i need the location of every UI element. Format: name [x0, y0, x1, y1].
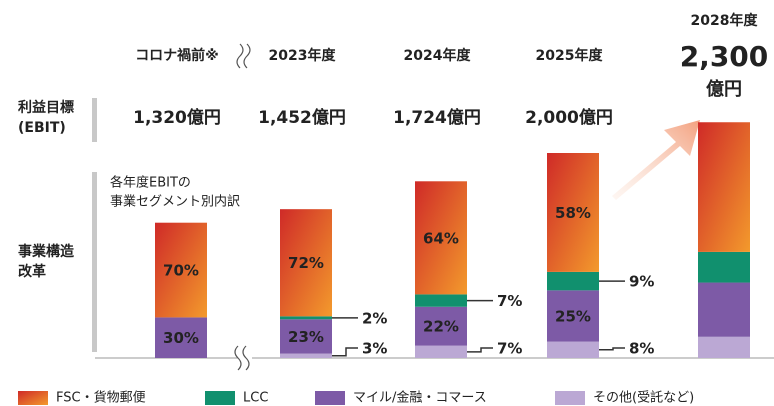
- category-label: 2025年度: [536, 47, 604, 64]
- bar-segment: [155, 317, 207, 358]
- target-year: 2028年度: [691, 12, 759, 29]
- legend-label: LCC: [243, 391, 268, 406]
- target-ebit: 2,300: [680, 40, 769, 73]
- row-divider: [92, 98, 97, 142]
- segment-label: 2%: [362, 309, 387, 327]
- row-label: 改革: [18, 263, 46, 280]
- bar-segment: [547, 290, 599, 342]
- legend-label: FSC・貨物郵便: [56, 390, 146, 406]
- segment-label: 22%: [423, 318, 459, 336]
- bar-segment: [547, 271, 599, 291]
- segment-label: 30%: [163, 329, 199, 347]
- bar-segment: [415, 181, 467, 295]
- bar-segment: [155, 222, 207, 318]
- segment-label: 72%: [288, 254, 324, 272]
- ebit-label: 1,724億円: [393, 107, 481, 128]
- row-label: (EBIT): [18, 120, 66, 136]
- bar-segment: [698, 122, 750, 252]
- row-divider: [92, 172, 97, 352]
- legend-swatch: [315, 391, 345, 405]
- segment-label: 23%: [288, 328, 324, 346]
- bar-segment: [547, 341, 599, 358]
- bar-segment: [415, 345, 467, 358]
- segment-label: 7%: [497, 340, 522, 358]
- legend-label: マイル/金融・コマース: [353, 390, 487, 406]
- leader-line: [332, 347, 358, 357]
- legend-swatch: [18, 391, 48, 405]
- break-mark: [236, 43, 251, 69]
- bar-segment: [280, 319, 332, 354]
- bar-segment: [415, 294, 467, 307]
- bar-segment: [280, 316, 332, 320]
- segment-label: 25%: [555, 307, 591, 325]
- segment-label: 8%: [629, 340, 654, 358]
- ebit-label: 1,452億円: [258, 107, 346, 128]
- bar-segment: [698, 251, 750, 283]
- note: 各年度EBITの: [110, 175, 191, 191]
- category-label: コロナ禍前※: [135, 47, 219, 64]
- legend-label: その他(受託など): [593, 390, 694, 406]
- growth-arrow: [612, 120, 700, 200]
- bar-segment: [280, 353, 332, 358]
- category-label: 2023年度: [269, 47, 337, 64]
- segment-label: 64%: [423, 229, 459, 247]
- segment-label: 70%: [163, 262, 199, 280]
- bar-segment: [698, 336, 750, 358]
- legend-swatch: [205, 391, 235, 405]
- note: 事業セグメント別内訳: [110, 194, 240, 210]
- bar-segment: [547, 153, 599, 272]
- category-label: 2024年度: [404, 47, 472, 64]
- segment-label: 58%: [555, 204, 591, 222]
- legend-swatch: [555, 391, 585, 405]
- bar-segment: [415, 306, 467, 346]
- leader-line: [467, 347, 493, 353]
- bar-segment: [280, 209, 332, 317]
- ebit-label: 2,000億円: [525, 107, 613, 128]
- row-label: 利益目標: [18, 99, 74, 116]
- segment-label: 9%: [629, 273, 654, 291]
- row-label: 事業構造: [18, 243, 74, 260]
- segment-label: 7%: [497, 292, 522, 310]
- segment-label: 3%: [362, 340, 387, 358]
- leader-line: [599, 347, 625, 351]
- ebit-label: 1,320億円: [133, 107, 221, 128]
- bar-segment: [698, 282, 750, 337]
- break-mark: [234, 345, 250, 371]
- target-unit: 億円: [706, 78, 742, 100]
